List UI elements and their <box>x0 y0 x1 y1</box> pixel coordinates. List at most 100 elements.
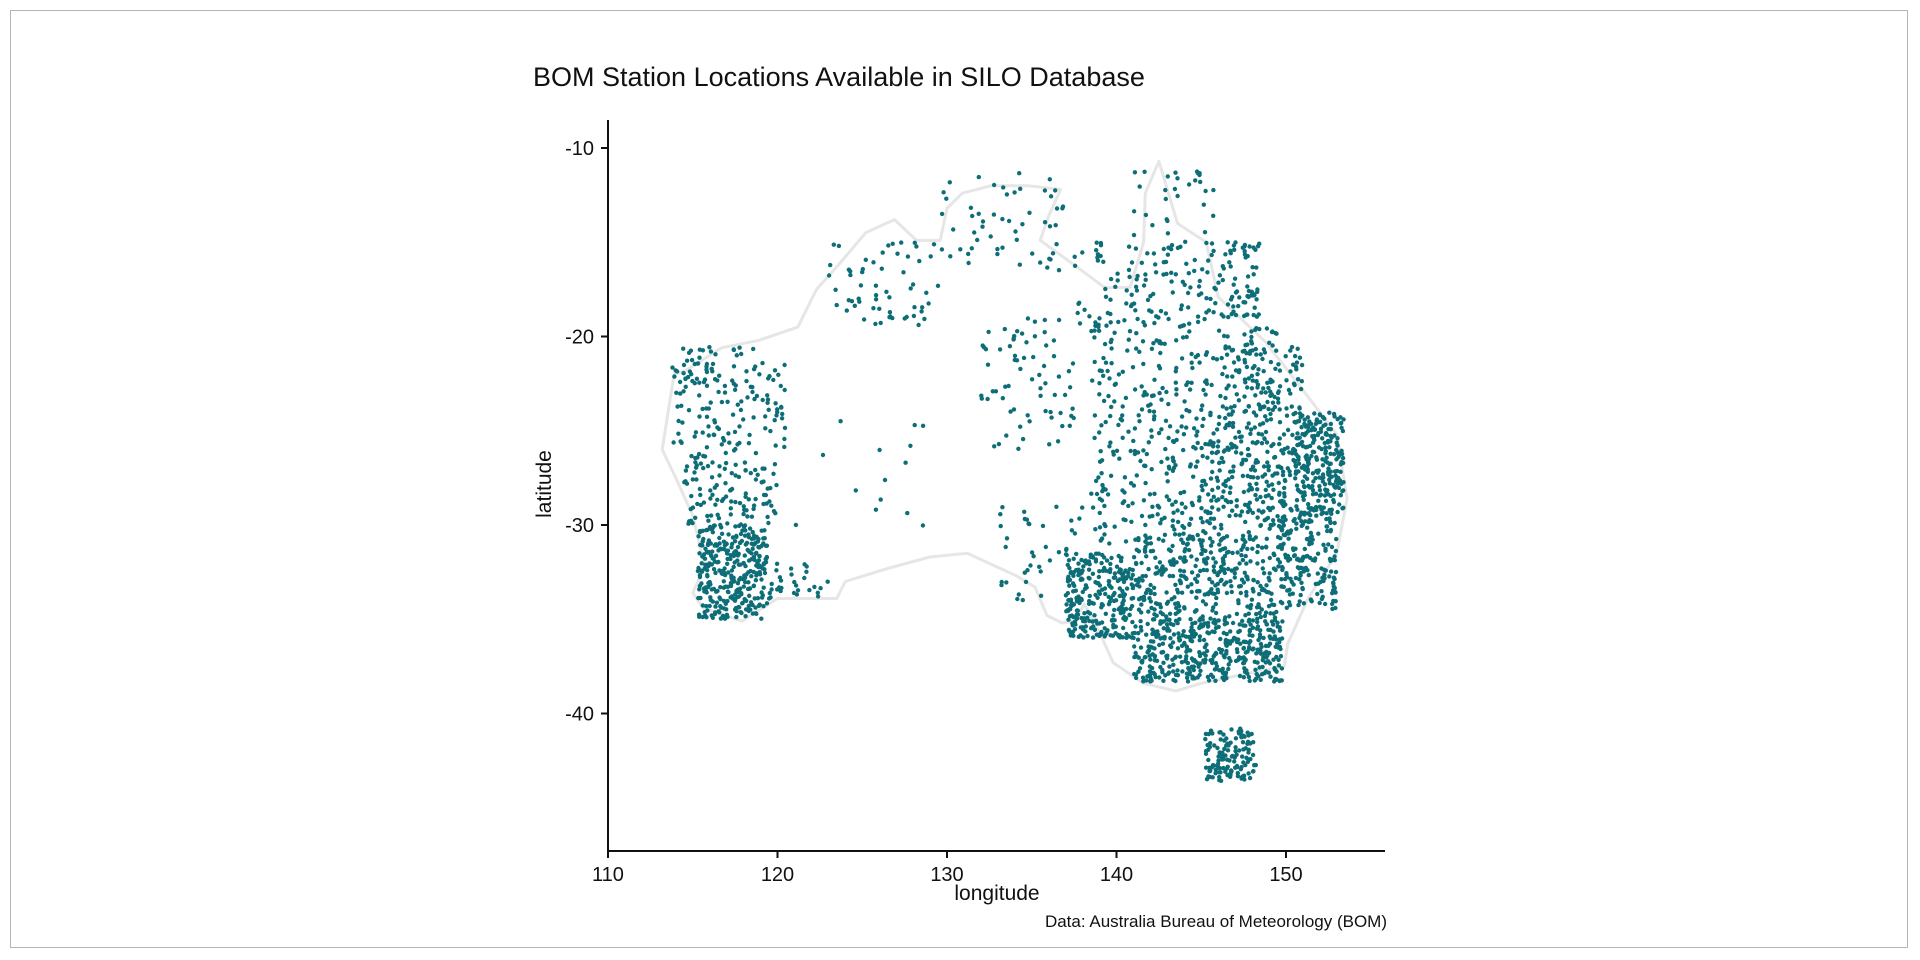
station-point <box>1108 320 1113 325</box>
station-point <box>739 351 744 357</box>
station-point <box>1180 669 1185 674</box>
station-point <box>1256 508 1261 513</box>
station-point <box>1341 488 1346 493</box>
station-point <box>700 603 705 608</box>
station-point <box>1303 431 1309 436</box>
station-point <box>980 219 986 224</box>
station-point <box>1200 599 1206 604</box>
station-point <box>1228 499 1234 505</box>
station-point <box>794 592 800 597</box>
station-point <box>1250 546 1255 551</box>
station-point <box>905 254 911 259</box>
station-point <box>1223 670 1229 675</box>
station-point <box>968 205 974 210</box>
station-point <box>1247 244 1252 249</box>
station-point <box>743 614 748 619</box>
station-point <box>1280 515 1286 520</box>
station-point <box>1147 664 1153 669</box>
station-point <box>1165 479 1170 484</box>
station-point <box>1310 484 1315 489</box>
station-point <box>890 241 895 246</box>
station-point <box>1246 530 1252 535</box>
station-point <box>1275 396 1281 401</box>
station-point <box>1166 401 1171 407</box>
station-point <box>1226 345 1232 350</box>
station-point <box>697 347 702 352</box>
station-point <box>1277 368 1283 373</box>
station-point <box>1234 647 1240 652</box>
station-point <box>1102 522 1107 527</box>
station-point <box>692 434 697 439</box>
station-point <box>1317 412 1323 418</box>
station-point <box>1121 517 1126 522</box>
station-point <box>1165 174 1171 179</box>
station-point <box>1139 407 1145 412</box>
station-point <box>1137 349 1142 354</box>
station-point <box>1090 635 1096 640</box>
station-point <box>1074 551 1079 557</box>
station-point <box>753 467 758 473</box>
station-point <box>1205 519 1210 524</box>
station-point <box>1200 267 1205 272</box>
station-point <box>748 470 753 476</box>
station-point <box>815 594 821 599</box>
station-point <box>703 546 708 551</box>
station-point <box>1180 523 1185 529</box>
station-point <box>1127 329 1133 334</box>
station-point <box>728 512 733 517</box>
station-point <box>802 575 807 581</box>
station-point <box>910 282 916 287</box>
station-point <box>1274 331 1279 336</box>
station-point <box>1294 360 1300 365</box>
station-point <box>1076 594 1081 599</box>
station-point <box>1069 518 1074 523</box>
station-point <box>1262 613 1268 619</box>
station-point <box>1136 413 1141 418</box>
station-point <box>747 593 752 598</box>
station-point <box>1205 455 1210 460</box>
station-point <box>1249 334 1254 340</box>
station-point <box>694 376 700 381</box>
station-point <box>1209 498 1214 503</box>
station-point <box>1142 389 1147 395</box>
station-point <box>1195 319 1201 325</box>
station-point <box>1201 529 1206 534</box>
station-point <box>760 593 765 598</box>
station-point <box>1294 367 1299 372</box>
station-point <box>675 404 680 409</box>
station-point <box>1218 737 1223 742</box>
station-point <box>1210 657 1215 663</box>
station-point <box>1143 480 1148 486</box>
station-point <box>1221 535 1227 541</box>
station-point <box>1280 619 1285 624</box>
station-point <box>1128 481 1134 486</box>
station-point <box>1218 538 1224 543</box>
station-point <box>1283 354 1288 359</box>
station-point <box>1217 468 1222 473</box>
station-point <box>1208 741 1213 746</box>
station-point <box>1204 648 1210 654</box>
station-point <box>1151 393 1156 398</box>
station-point <box>1152 491 1157 496</box>
station-point <box>1224 631 1229 637</box>
station-point <box>1301 601 1307 606</box>
station-point <box>1223 640 1228 645</box>
station-point <box>1193 464 1199 469</box>
station-point <box>1120 574 1125 579</box>
station-point <box>704 369 710 375</box>
station-point <box>1241 661 1246 666</box>
station-point <box>1158 308 1164 314</box>
station-point <box>779 405 784 410</box>
station-point <box>818 586 823 591</box>
station-point <box>951 227 956 232</box>
station-point <box>1143 590 1149 596</box>
station-point <box>1208 296 1213 302</box>
station-point <box>1281 432 1287 437</box>
station-point <box>985 396 990 402</box>
station-point <box>1270 505 1276 510</box>
station-point <box>1082 611 1087 616</box>
station-point <box>998 523 1003 529</box>
station-point <box>1326 426 1331 432</box>
station-point <box>1255 619 1260 625</box>
station-point <box>1177 532 1182 537</box>
